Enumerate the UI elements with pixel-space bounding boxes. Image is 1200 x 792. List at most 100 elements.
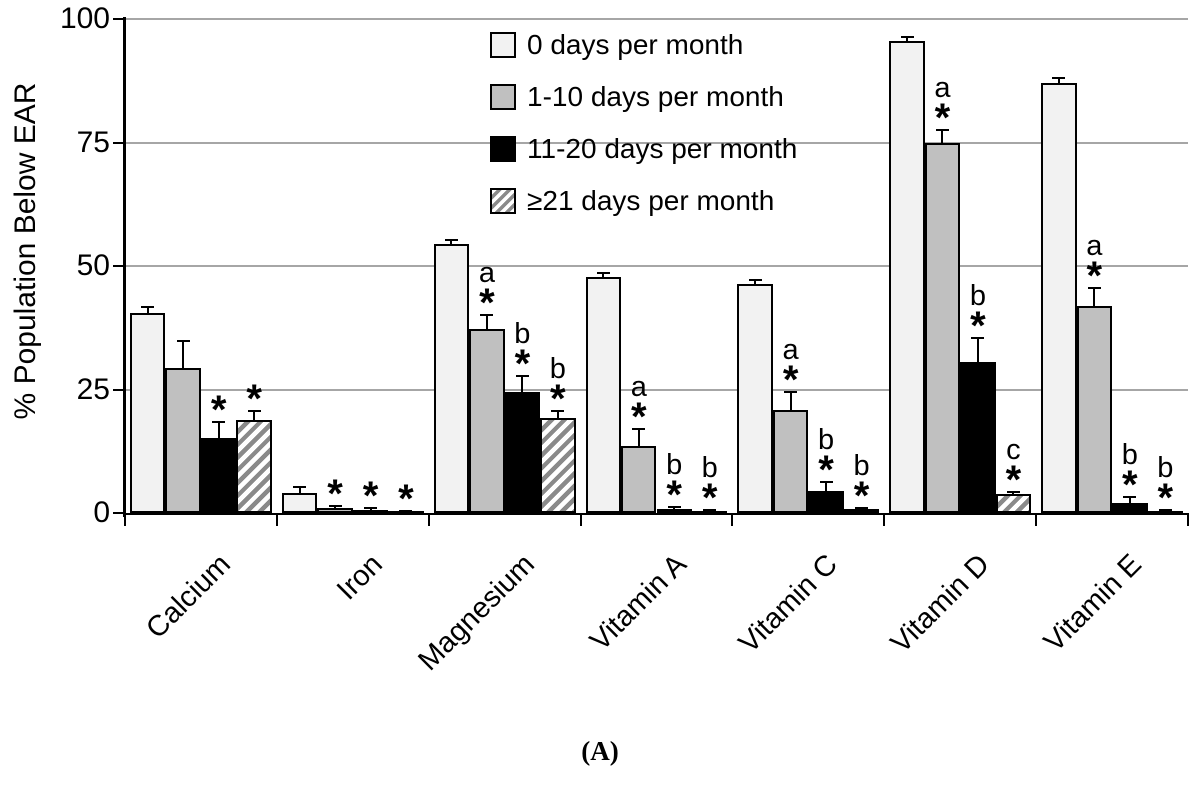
- bar: [540, 418, 576, 513]
- error-bar: [825, 481, 828, 491]
- legend: 0 days per month 1-10 days per month 11-20…: [490, 28, 797, 236]
- annotation-letter: c: [1006, 433, 1021, 466]
- significance-annotation: a *: [783, 336, 799, 401]
- bar: [236, 420, 272, 513]
- annotation-asterisk: *: [550, 376, 566, 421]
- x-category-label: Iron: [330, 548, 389, 607]
- error-bar-cap: [855, 506, 869, 509]
- error-bar: [789, 392, 792, 411]
- error-bar: [1093, 288, 1096, 306]
- annotation-asterisk: *: [246, 377, 262, 422]
- annotation-asterisk: *: [1005, 457, 1022, 502]
- significance-annotation: b *: [1122, 441, 1138, 508]
- bar: [808, 490, 844, 513]
- error-bar: [556, 410, 559, 419]
- significance-annotation: *: [398, 479, 414, 519]
- y-axis-tick: [113, 265, 125, 267]
- x-axis-tick: [427, 514, 430, 526]
- significance-annotation: *: [327, 474, 343, 514]
- bar: [737, 284, 773, 513]
- x-category-label: Vitamin D: [884, 548, 997, 660]
- error-bar-cap: [328, 505, 342, 508]
- annotation-asterisk: *: [970, 303, 986, 348]
- error-bar: [637, 429, 640, 447]
- legend-item: 1-10 days per month: [490, 80, 797, 113]
- legend-item: 0 days per month: [490, 28, 797, 61]
- error-bar-cap: [596, 271, 610, 274]
- error-bar-cap: [364, 507, 378, 510]
- annotation-asterisk: *: [630, 395, 647, 440]
- bar: [130, 312, 166, 513]
- annotation-letter: a: [478, 256, 495, 289]
- bar: [433, 243, 470, 513]
- bar: [165, 368, 201, 513]
- y-axis-line: [123, 17, 126, 517]
- legend-item: ≥21 days per month: [490, 184, 797, 217]
- error-bar: [369, 508, 372, 511]
- error-bar: [298, 487, 301, 494]
- bar: [1076, 305, 1113, 513]
- legend-swatch-icon: [490, 135, 516, 162]
- significance-annotation: *: [362, 474, 379, 519]
- error-bar-cap: [1087, 287, 1101, 290]
- legend-label: 1-10 days per month: [527, 81, 784, 112]
- error-bar: [1057, 78, 1060, 84]
- annotation-asterisk: *: [479, 280, 495, 325]
- x-axis-tick: [883, 514, 886, 526]
- error-bar-cap: [935, 128, 949, 131]
- error-bar-cap: [444, 238, 458, 241]
- x-axis-tick: [124, 514, 126, 526]
- annotation-letter: b: [549, 352, 566, 385]
- significance-annotation: a *: [934, 73, 950, 138]
- significance-annotation: a *: [630, 373, 647, 440]
- y-tick-label: 25: [76, 372, 110, 406]
- error-bar-cap: [900, 36, 914, 39]
- bar: [1112, 503, 1148, 513]
- annotation-asterisk: *: [362, 474, 379, 519]
- x-category-label: Vitamin C: [733, 548, 845, 660]
- legend-label: 11-20 days per month: [527, 133, 798, 164]
- x-axis-tick: [579, 514, 582, 526]
- annotation-asterisk: *: [853, 473, 870, 518]
- significance-annotation: a *: [1086, 232, 1102, 297]
- x-axis-tick: [275, 514, 278, 526]
- legend-swatch-icon: [490, 83, 516, 110]
- error-bar: [450, 239, 453, 244]
- legend-label: 0 days per month: [527, 29, 744, 60]
- x-category-label: Calcium: [140, 548, 237, 645]
- annotation-letter: b: [969, 279, 987, 312]
- error-bar: [1012, 491, 1015, 495]
- bar: [281, 493, 318, 513]
- y-tick-label: 75: [76, 125, 110, 159]
- bar: [585, 276, 622, 513]
- bar: [995, 494, 1032, 513]
- bar: [960, 362, 996, 513]
- y-axis-tick: [113, 141, 125, 144]
- bar: [1041, 83, 1077, 513]
- y-axis-tick: [113, 18, 125, 20]
- y-tick-label: 100: [59, 1, 110, 35]
- x-category-label: Vitamin A: [583, 548, 693, 658]
- error-bar: [1128, 497, 1131, 504]
- annotation-asterisk: *: [666, 472, 683, 517]
- annotation-asterisk: *: [514, 341, 531, 386]
- error-bar: [673, 506, 676, 510]
- x-axis-tick: [731, 514, 734, 526]
- error-bar-cap: [1158, 508, 1172, 511]
- error-bar-cap: [1052, 77, 1066, 80]
- bar: [843, 509, 880, 514]
- annotation-asterisk: *: [1122, 463, 1138, 508]
- legend-swatch-icon: [490, 31, 516, 58]
- significance-annotation: b *: [514, 319, 531, 386]
- error-bar: [941, 129, 944, 144]
- figure-caption: (A): [581, 736, 619, 766]
- error-bar-cap: [247, 410, 261, 413]
- error-bar-cap: [480, 313, 494, 316]
- bar: [504, 391, 541, 513]
- y-tick-label: 0: [93, 496, 110, 529]
- bar: [621, 446, 657, 513]
- bar: [469, 328, 505, 513]
- error-bar-cap: [1123, 496, 1137, 499]
- error-bar-cap: [515, 374, 529, 377]
